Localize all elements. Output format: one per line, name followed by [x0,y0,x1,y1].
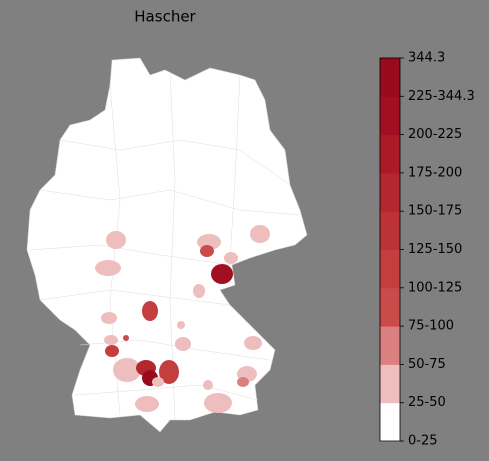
district [244,336,262,350]
district [95,260,121,276]
district [211,264,233,284]
district [224,252,238,264]
colorbar-band [380,58,400,97]
colorbar-band [380,364,400,404]
colorbar-band [380,96,400,136]
colorbar-label: 344.3 [408,51,445,66]
colorbar-label: 25-50 [408,395,446,410]
district [105,345,119,357]
colorbar-label: 100-125 [408,280,462,295]
district [237,377,249,387]
district [175,337,191,351]
district-borders [29,71,301,421]
district [159,360,179,384]
colorbar-band [380,287,400,327]
colorbar-label: 50-75 [408,357,446,372]
colorbar-label: 0-25 [408,434,438,449]
district [113,358,141,382]
district [123,335,129,341]
colorbar-label: 175-200 [408,165,462,180]
germany-map [26,57,308,433]
colorbar-band [380,326,400,365]
colorbar-band [380,134,400,174]
district [203,380,213,390]
colorbar-band [380,172,400,212]
district [193,284,205,298]
colorbar-band [380,211,400,250]
highlighted-districts [95,225,270,413]
district [204,393,232,413]
district [152,377,164,387]
colorbar-label: 75-100 [408,319,454,334]
district [101,312,117,324]
district [197,234,221,250]
district [200,245,214,257]
map-title: Hascher [134,8,196,26]
colorbar-label: 225-344.3 [408,89,475,104]
colorbar-band [380,249,400,289]
district [104,335,118,345]
colorbar-band [380,402,400,442]
colorbar-label: 125-150 [408,242,462,257]
district [250,225,270,243]
district [142,301,158,321]
district [135,396,159,412]
colorbar-label: 150-175 [408,204,462,219]
colorbar-label: 200-225 [408,127,462,142]
district [106,231,126,249]
country-outline [26,57,308,433]
district [177,321,185,329]
colorbar: 0-25 25-50 50-75 75-100 100-125 125-150 150-17… [379,51,475,449]
